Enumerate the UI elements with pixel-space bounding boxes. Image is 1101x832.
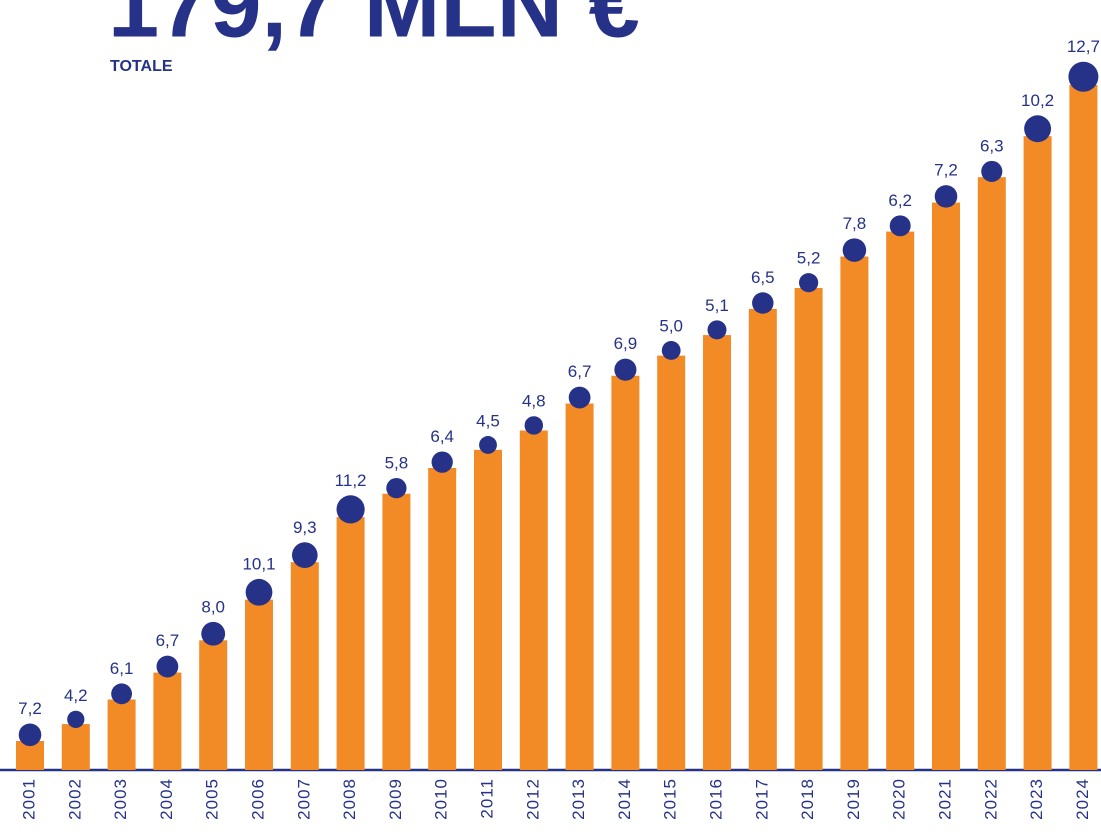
value-label: 5,8 [385, 454, 409, 473]
value-label: 5,0 [659, 317, 683, 336]
chart-title: 179,7 MLN € [108, 0, 640, 56]
value-label: 7,2 [18, 699, 42, 718]
increment-dot [67, 710, 85, 728]
bar [840, 256, 869, 771]
value-label: 12,7 [1067, 37, 1100, 56]
bar [748, 308, 777, 770]
bar [657, 355, 686, 770]
bar [107, 699, 136, 770]
value-label: 6,1 [110, 659, 134, 678]
increment-dot [889, 215, 911, 237]
value-label: 10,2 [1021, 91, 1054, 110]
increment-dot [245, 578, 273, 606]
value-label: 6,3 [980, 136, 1004, 155]
x-tick-label: 2012 [523, 778, 542, 820]
increment-dot [524, 416, 544, 435]
bar [382, 493, 411, 770]
increment-dot [934, 185, 958, 208]
bar [977, 177, 1006, 770]
bar [336, 517, 365, 770]
bar [153, 672, 182, 770]
x-tick-label: 2016 [706, 778, 725, 820]
increment-dot [614, 358, 637, 381]
increment-dot [1068, 61, 1099, 92]
x-tick-label: 2004 [157, 778, 176, 820]
value-label: 6,7 [568, 362, 592, 381]
x-tick-label: 2018 [798, 778, 817, 820]
value-label: 5,2 [797, 249, 821, 268]
x-tick-label: 2009 [386, 778, 405, 820]
value-label: 11,2 [335, 471, 367, 490]
value-label: 4,8 [522, 392, 546, 411]
x-tick-label: 2013 [569, 778, 588, 820]
increment-dot [431, 451, 453, 473]
x-tick-label: 2001 [19, 778, 38, 820]
bar [1069, 85, 1098, 770]
increment-dot [981, 160, 1003, 182]
value-label: 6,9 [614, 334, 638, 353]
x-tick-label: 2005 [203, 778, 222, 820]
x-tick-label: 2010 [432, 778, 451, 820]
x-tick-label: 2021 [935, 778, 954, 820]
x-tick-label: 2020 [890, 778, 909, 820]
x-tick-label: 2015 [661, 778, 680, 820]
value-label: 6,7 [156, 631, 180, 650]
increment-dot [568, 386, 591, 409]
bar [519, 430, 548, 770]
x-tick-label: 2017 [752, 778, 771, 820]
increment-dot [156, 655, 179, 678]
x-tick-label: 2006 [248, 778, 267, 820]
x-tick-label: 2019 [844, 778, 863, 820]
bar [611, 375, 640, 770]
value-label: 7,8 [843, 214, 867, 233]
value-label: 6,2 [888, 191, 912, 210]
x-tick-label: 2014 [615, 778, 634, 820]
value-label: 10,1 [242, 554, 275, 573]
x-tick-label: 2003 [111, 778, 130, 820]
increment-dot [479, 436, 497, 454]
x-tick-label: 2023 [1027, 778, 1046, 820]
increment-dot [336, 495, 365, 524]
increment-dot [201, 621, 226, 646]
bar [199, 640, 228, 770]
increment-dot [291, 542, 318, 568]
x-tick-label: 2002 [65, 778, 84, 820]
increment-dot [18, 723, 42, 747]
value-label: 7,2 [934, 161, 958, 180]
increment-dot [752, 292, 774, 314]
value-label: 4,2 [64, 686, 88, 705]
increment-dot [842, 238, 867, 262]
x-tick-label: 2007 [294, 778, 313, 820]
value-label: 4,5 [476, 411, 500, 430]
increment-dot [799, 273, 819, 293]
bar [886, 231, 915, 771]
x-tick-label: 2024 [1073, 778, 1092, 820]
bar [428, 467, 457, 770]
bar [932, 202, 960, 770]
bar [565, 403, 594, 770]
bar [290, 562, 319, 770]
bar [703, 335, 731, 770]
value-label: 9,3 [293, 518, 317, 537]
x-tick-label: 2011 [477, 778, 496, 819]
increment-dot [707, 320, 727, 340]
value-label: 6,4 [430, 427, 454, 446]
increment-dot [661, 341, 681, 360]
bar [794, 287, 823, 770]
x-tick-label: 2008 [340, 778, 359, 820]
value-label: 8,0 [201, 597, 225, 616]
chart-subtitle: TOTALE [110, 58, 173, 75]
bar [245, 599, 273, 770]
value-label: 5,1 [705, 296, 729, 315]
x-tick-label: 2022 [981, 778, 1000, 820]
increment-dot [1024, 115, 1052, 143]
increment-dot [386, 478, 407, 499]
bar [1023, 136, 1052, 771]
value-label: 6,5 [751, 268, 775, 287]
bar [474, 449, 502, 770]
bar [61, 724, 90, 770]
increment-dot [111, 683, 132, 705]
